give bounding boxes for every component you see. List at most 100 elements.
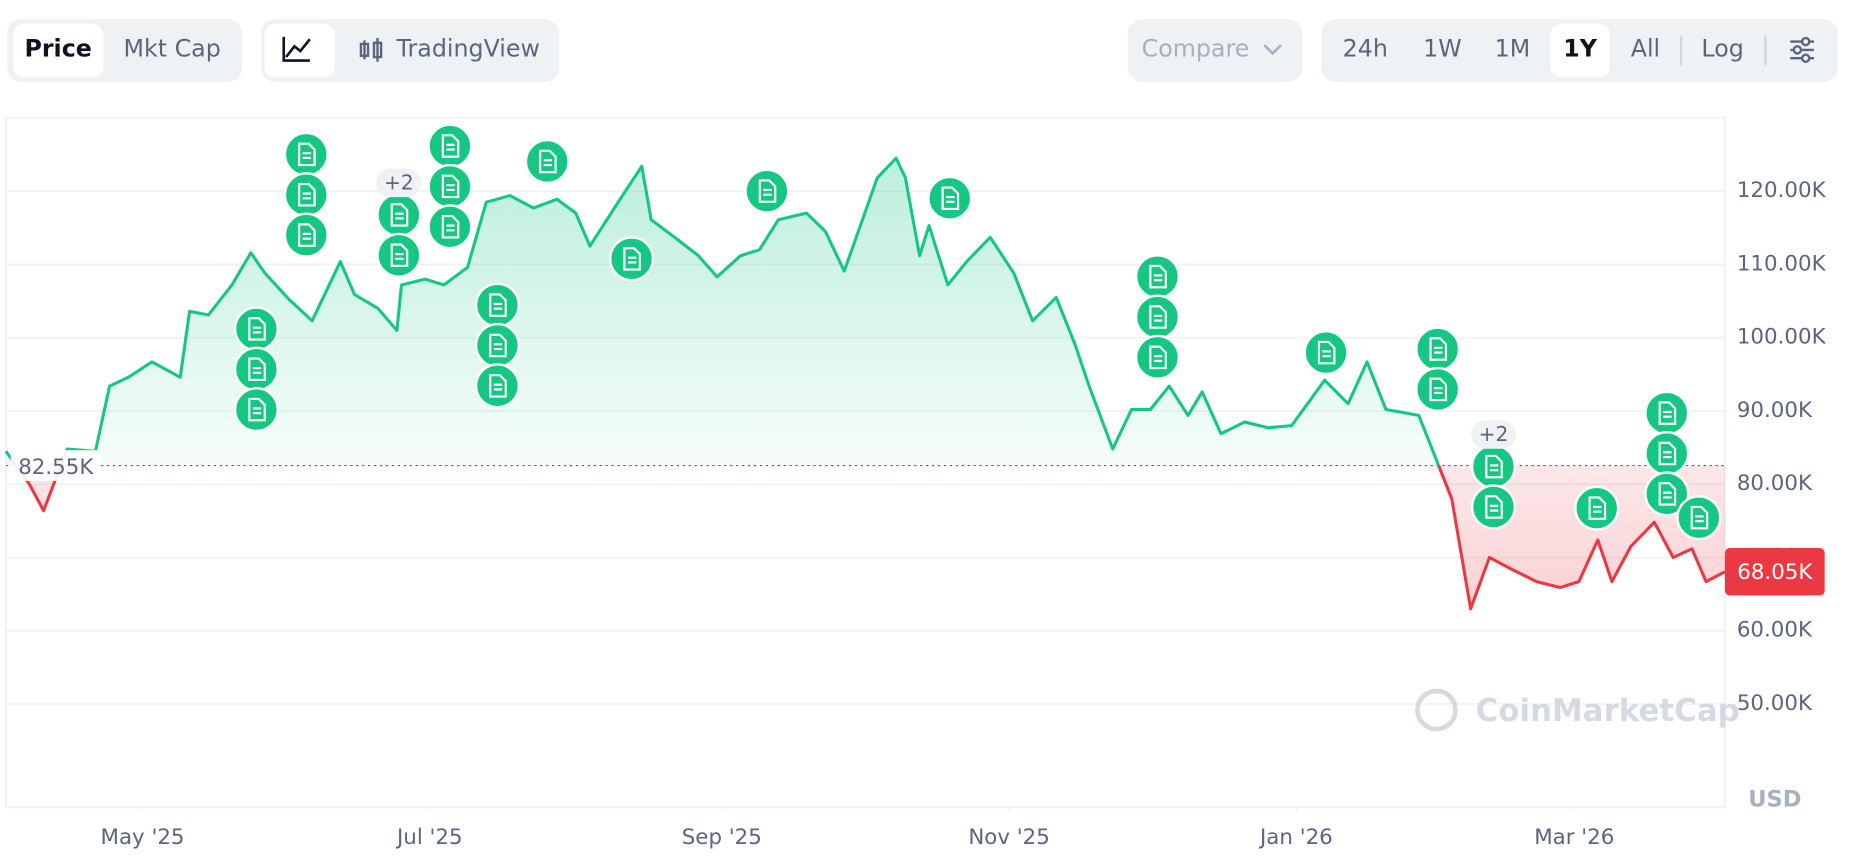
range-24h[interactable]: 24h — [1343, 34, 1388, 62]
news-marker[interactable] — [233, 387, 279, 433]
tab-mktcap[interactable]: Mkt Cap — [124, 34, 221, 62]
news-marker[interactable] — [233, 346, 279, 392]
range-1y[interactable]: 1Y — [1563, 34, 1598, 62]
news-marker[interactable] — [1415, 326, 1461, 372]
y-tick-label: 80.00K — [1737, 471, 1813, 496]
area — [5, 158, 1725, 609]
tab-price[interactable]: Price — [24, 34, 91, 62]
doc-icon — [1485, 495, 1503, 519]
news-marker[interactable] — [1303, 330, 1349, 376]
news-marker[interactable] — [609, 236, 655, 282]
more-pill — [1470, 420, 1517, 449]
range-all[interactable]: All — [1631, 34, 1660, 62]
tab-active — [13, 23, 104, 78]
news-marker[interactable] — [1470, 444, 1517, 490]
news-marker[interactable] — [427, 204, 473, 250]
doc-icon — [298, 142, 316, 167]
doc-icon — [623, 247, 641, 271]
y-tick-label: 90.00K — [1737, 398, 1813, 423]
range-1m[interactable]: 1M — [1495, 34, 1531, 62]
y-tick-label: 100.00K — [1737, 325, 1827, 350]
y-tick-label: 120.00K — [1737, 178, 1827, 203]
watermark-text: CoinMarketCap — [1476, 693, 1740, 729]
doc-icon — [1690, 505, 1709, 530]
news-marker[interactable] — [283, 131, 329, 177]
news-marker[interactable] — [1644, 430, 1690, 477]
compare-label[interactable]: Compare — [1142, 34, 1250, 62]
news-marker[interactable] — [1676, 495, 1722, 541]
doc-icon — [441, 215, 460, 239]
more-pill — [376, 168, 422, 198]
line-icon — [282, 36, 311, 62]
compare-button[interactable] — [1127, 19, 1303, 82]
doc-icon — [248, 397, 266, 422]
doc-icon — [539, 149, 557, 174]
chevron — [1263, 44, 1282, 56]
news-marker[interactable] — [1134, 254, 1181, 300]
news-marker[interactable] — [474, 282, 520, 328]
news-marker[interactable] — [376, 192, 422, 238]
x-tick-label: Sep '25 — [682, 825, 762, 850]
doc-icon — [1317, 340, 1336, 365]
news-marker[interactable] — [427, 123, 473, 169]
news-marker[interactable] — [1644, 471, 1690, 517]
doc-icon — [248, 317, 266, 341]
doc-icon — [441, 174, 460, 199]
doc-icon — [1485, 454, 1503, 479]
doc-icon — [1429, 337, 1448, 361]
news-marker[interactable] — [1415, 366, 1461, 412]
range-1w[interactable]: 1W — [1423, 34, 1462, 62]
news-marker[interactable] — [524, 138, 570, 185]
settings-knob — [1800, 53, 1811, 63]
doc-icon — [1149, 264, 1167, 289]
news-marker[interactable] — [1470, 484, 1517, 530]
x-tick-label: Nov '25 — [968, 825, 1050, 850]
doc-icon — [390, 243, 409, 268]
doc-icon — [298, 182, 316, 207]
news-marker[interactable] — [1644, 390, 1690, 436]
news-marker[interactable] — [1134, 294, 1181, 340]
news-marker[interactable] — [233, 306, 279, 352]
doc-icon — [298, 223, 316, 247]
last-price-label: 68.05K — [1737, 560, 1813, 585]
baseline-label: 82.55K — [18, 455, 94, 480]
settings-knob — [1800, 36, 1811, 47]
price-line — [4, 156, 1726, 611]
doc-icon — [1149, 305, 1167, 329]
watermark-logo — [1415, 688, 1458, 732]
news-marker[interactable] — [1134, 334, 1181, 380]
candle-icon — [359, 38, 383, 62]
view-group — [261, 19, 560, 82]
news-marker[interactable] — [474, 322, 520, 369]
doc-icon — [489, 374, 507, 398]
log-toggle[interactable]: Log — [1701, 34, 1743, 62]
more-label: +2 — [384, 171, 414, 195]
doc-icon — [1149, 345, 1167, 370]
doc-icon — [441, 134, 460, 158]
y-tick-label: 60.00K — [1737, 618, 1813, 643]
doc-icon — [390, 203, 409, 227]
doc-icon — [1588, 496, 1607, 520]
news-marker[interactable] — [283, 212, 329, 258]
y-tick-label: 50.00K — [1737, 691, 1813, 716]
news-marker[interactable] — [927, 175, 973, 221]
news-marker[interactable] — [376, 232, 422, 278]
news-marker[interactable] — [744, 168, 790, 214]
news-marker[interactable] — [474, 363, 520, 409]
settings-knob — [1792, 45, 1803, 55]
doc-icon — [941, 186, 960, 211]
tab-tradingview[interactable]: TradingView — [396, 34, 540, 62]
events: +2 +2 — [233, 123, 1722, 541]
news-marker[interactable] — [1574, 485, 1620, 531]
baseline-label-bg — [10, 450, 101, 481]
doc-icon — [248, 357, 266, 381]
watermark: CoinMarketCap — [1415, 688, 1740, 732]
news-marker[interactable] — [283, 172, 329, 218]
x-tick-label: Jul '25 — [395, 825, 463, 850]
news-marker[interactable] — [427, 163, 473, 209]
x-tick-label: Jan '26 — [1258, 825, 1333, 850]
doc-icon — [1429, 377, 1448, 402]
x-tick-label: May '25 — [101, 825, 185, 850]
